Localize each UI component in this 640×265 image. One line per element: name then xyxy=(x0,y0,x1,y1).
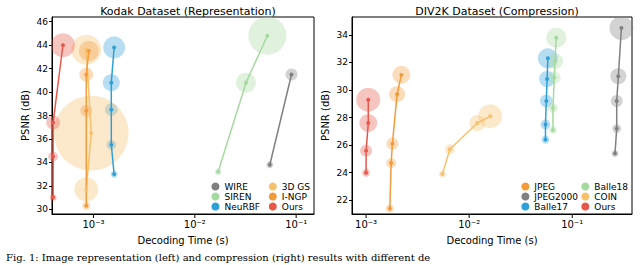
svg-text:JPEG: JPEG xyxy=(533,182,555,192)
svg-text:42: 42 xyxy=(37,64,48,74)
svg-text:10⁻³: 10⁻³ xyxy=(82,219,104,230)
svg-text:34: 34 xyxy=(337,30,349,40)
svg-text:PSNR (dB): PSNR (dB) xyxy=(320,90,331,141)
svg-text:NeuRBF: NeuRBF xyxy=(224,202,260,212)
svg-text:44: 44 xyxy=(37,40,49,50)
svg-text:10⁻¹: 10⁻¹ xyxy=(561,219,583,230)
svg-text:JPEG2000: JPEG2000 xyxy=(533,192,578,202)
svg-text:30: 30 xyxy=(337,85,349,95)
svg-text:WIRE: WIRE xyxy=(224,182,248,192)
svg-text:Ours: Ours xyxy=(282,202,303,212)
svg-text:Balle18: Balle18 xyxy=(594,182,628,192)
svg-text:3D GS: 3D GS xyxy=(282,182,310,192)
svg-text:PSNR (dB): PSNR (dB) xyxy=(20,90,31,141)
svg-text:36: 36 xyxy=(37,134,49,144)
svg-text:Balle17: Balle17 xyxy=(534,202,568,212)
svg-text:10⁻²: 10⁻² xyxy=(184,219,206,230)
svg-text:10⁻³: 10⁻³ xyxy=(355,219,377,230)
svg-text:DIV2K Dataset (Compression): DIV2K Dataset (Compression) xyxy=(415,5,578,18)
svg-text:40: 40 xyxy=(37,87,49,97)
svg-text:Decoding Time (s): Decoding Time (s) xyxy=(446,235,537,246)
svg-text:22: 22 xyxy=(337,195,348,205)
svg-text:Decoding Time (s): Decoding Time (s) xyxy=(137,235,228,246)
svg-text:24: 24 xyxy=(337,168,349,178)
svg-text:Kodak Dataset (Representation): Kodak Dataset (Representation) xyxy=(100,5,276,18)
svg-text:26: 26 xyxy=(337,140,349,150)
svg-text:10⁻¹: 10⁻¹ xyxy=(285,219,307,230)
svg-text:Fig. 1: Image representation (: Fig. 1: Image representation (left) and … xyxy=(6,252,430,263)
svg-text:34: 34 xyxy=(37,157,49,167)
svg-text:32: 32 xyxy=(37,181,48,191)
svg-text:COIN: COIN xyxy=(594,192,617,202)
svg-text:38: 38 xyxy=(37,111,49,121)
svg-text:Ours: Ours xyxy=(594,202,615,212)
svg-text:30: 30 xyxy=(37,204,49,214)
svg-text:I-NGP: I-NGP xyxy=(282,192,308,202)
svg-text:46: 46 xyxy=(37,17,49,27)
svg-text:10⁻²: 10⁻² xyxy=(458,219,480,230)
svg-text:32: 32 xyxy=(337,57,348,67)
svg-text:28: 28 xyxy=(337,113,349,123)
svg-text:SIREN: SIREN xyxy=(224,192,251,202)
